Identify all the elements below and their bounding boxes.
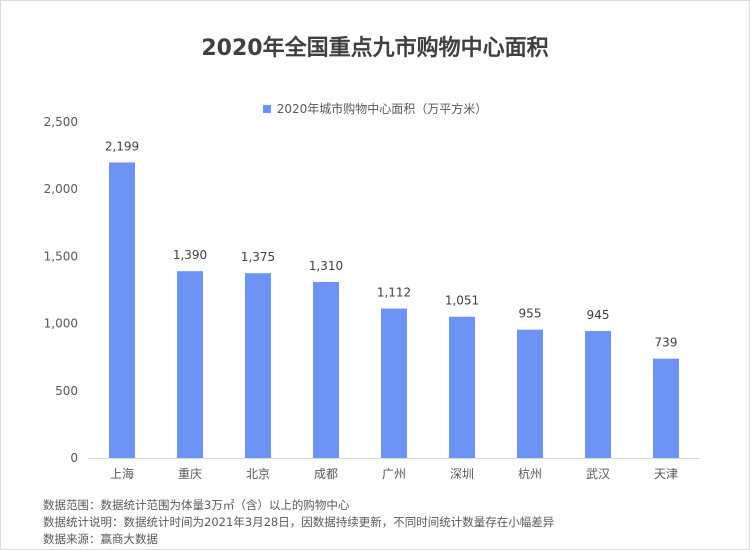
x-tick-label: 广州 bbox=[382, 467, 406, 481]
data-label: 1,051 bbox=[445, 294, 479, 308]
data-label: 739 bbox=[655, 336, 678, 350]
data-label: 1,112 bbox=[377, 286, 411, 300]
chart-legend: 2020年城市购物中心面积（万平方米） bbox=[0, 100, 750, 117]
y-tick-label: 2,500 bbox=[44, 115, 78, 129]
note-data-scope: 数据范围：数据统计范围为体量3万㎡（含）以上的购物中心 bbox=[43, 498, 350, 512]
y-tick-label: 0 bbox=[70, 451, 78, 465]
x-tick-label: 武汉 bbox=[586, 467, 610, 481]
note-data-source: 数据来源：赢商大数据 bbox=[43, 532, 158, 546]
data-label: 945 bbox=[587, 308, 610, 322]
bar bbox=[517, 329, 543, 458]
data-label: 2,199 bbox=[105, 139, 139, 153]
chart-title: 2020年全国重点九市购物中心面积 bbox=[201, 36, 549, 61]
legend-swatch bbox=[262, 104, 271, 113]
legend-label: 2020年城市购物中心面积（万平方米） bbox=[276, 102, 488, 116]
bar bbox=[653, 358, 679, 458]
y-tick-label: 500 bbox=[55, 384, 78, 398]
x-tick-label: 杭州 bbox=[518, 466, 542, 481]
bar bbox=[313, 281, 339, 458]
data-label: 955 bbox=[519, 307, 542, 321]
data-label: 1,390 bbox=[173, 248, 207, 262]
bar bbox=[449, 316, 475, 458]
y-tick-label: 1,500 bbox=[44, 249, 78, 263]
x-tick-label: 重庆 bbox=[178, 467, 202, 481]
x-tick-label: 成都 bbox=[314, 467, 338, 481]
y-tick-label: 1,000 bbox=[44, 317, 78, 331]
x-tick-label: 天津 bbox=[654, 467, 678, 481]
y-tick-label: 2,000 bbox=[44, 182, 78, 196]
bar bbox=[245, 273, 271, 458]
bar bbox=[585, 330, 611, 458]
data-label: 1,310 bbox=[309, 259, 343, 273]
bar bbox=[109, 162, 135, 458]
x-tick-label: 上海 bbox=[110, 466, 134, 481]
data-label: 1,375 bbox=[241, 250, 275, 264]
x-tick-label: 深圳 bbox=[450, 467, 474, 481]
bar bbox=[177, 271, 203, 458]
chart-notes: 数据范围：数据统计范围为体量3万㎡（含）以上的购物中心 数据统计说明：数据统计时… bbox=[43, 497, 554, 548]
bar bbox=[381, 308, 407, 458]
x-tick-label: 北京 bbox=[246, 467, 270, 481]
note-data-method: 数据统计说明：数据统计时间为2021年3月28日，因数据持续更新，不同时间统计数… bbox=[43, 515, 555, 529]
